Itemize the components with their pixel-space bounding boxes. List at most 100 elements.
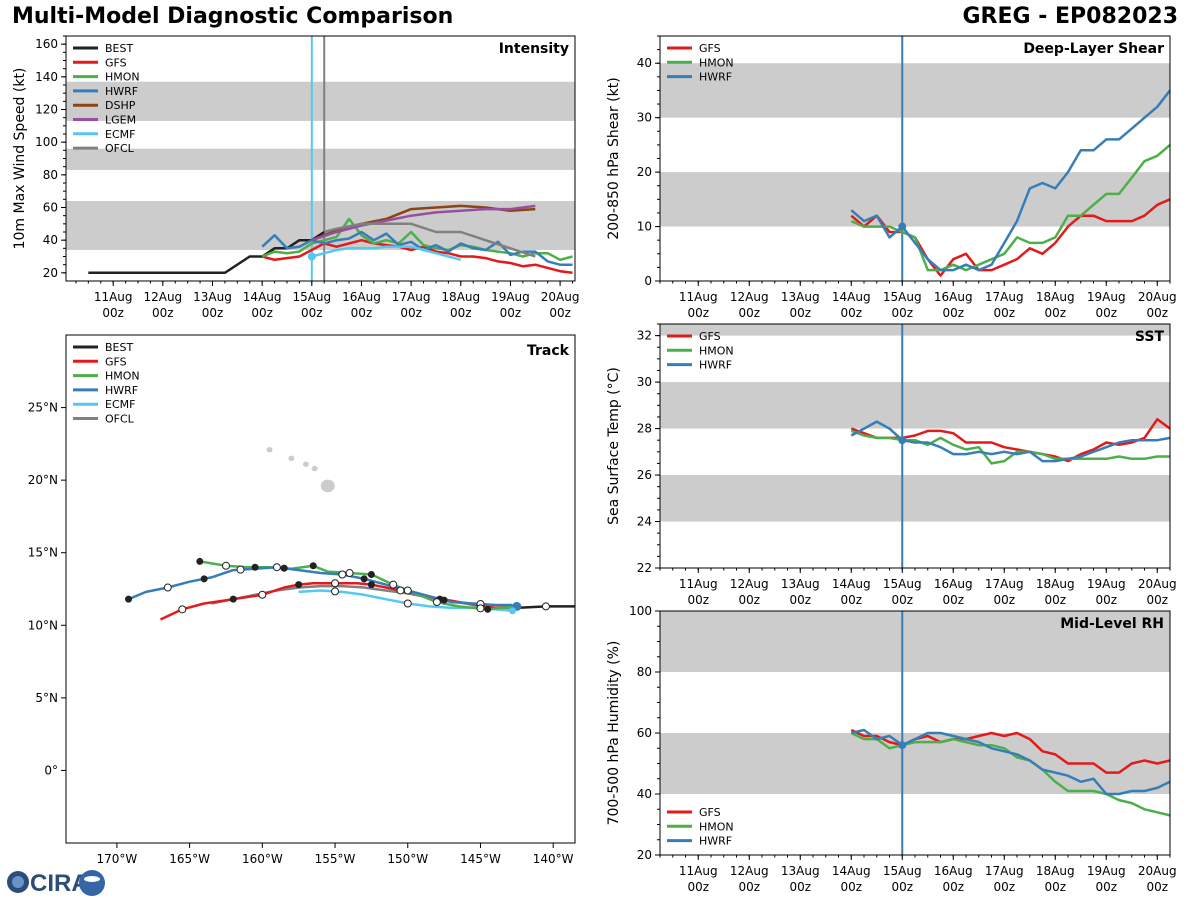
- x-tick-hour: 00z: [993, 880, 1015, 894]
- chart-sst: 22 24 26 28 30 32 11Aug 00z 12Aug 00z 13Aug 00z 14Au…: [606, 323, 1177, 607]
- x-tick-hour: 00z: [549, 306, 571, 320]
- x-tick-hour: 00z: [789, 880, 811, 894]
- track-point-filled: [251, 563, 259, 571]
- legend-label-hwrf: HWRF: [105, 384, 138, 397]
- track-point-open: [338, 570, 347, 579]
- y-tick-label: 28: [637, 422, 652, 436]
- y-tick-label: 26: [637, 468, 652, 482]
- x-tick-hour: 00z: [251, 306, 273, 320]
- logo-text: CIRA: [30, 870, 89, 897]
- y-tick-label: 60: [43, 201, 58, 215]
- series-line-ofcl: [323, 222, 536, 258]
- chart-title: Intensity: [499, 41, 569, 57]
- x-tick-day: 13Aug: [193, 290, 232, 304]
- track-point-open: [432, 598, 441, 607]
- track-point-open: [163, 583, 172, 592]
- track-point-filled: [196, 557, 204, 565]
- x-tick-hour: 00z: [1095, 306, 1117, 320]
- y-tick-label: 20: [43, 266, 58, 280]
- track-point-open: [476, 604, 485, 613]
- lon-tick-label: 160°W: [242, 852, 283, 866]
- threshold-band: [66, 81, 575, 121]
- y-tick-label: 0: [644, 274, 652, 288]
- x-tick-day: 16Aug: [934, 864, 973, 878]
- track-point-filled: [295, 581, 303, 589]
- legend-label-ecmf: ECMF: [105, 128, 135, 141]
- x-tick-hour: 00z: [738, 306, 760, 320]
- track-point-filled: [125, 595, 133, 603]
- chart-title: SST: [1135, 329, 1165, 345]
- track-point-open: [541, 602, 550, 611]
- track-point-open: [236, 565, 245, 574]
- lon-tick-label: 140°W: [533, 852, 574, 866]
- storm-title: GREG - EP082023: [962, 4, 1178, 29]
- x-tick-day: 15Aug: [883, 290, 922, 304]
- legend-label-gfs: GFS: [699, 42, 721, 55]
- x-tick-day: 20Aug: [1138, 864, 1177, 878]
- track-point-filled: [309, 562, 317, 570]
- y-tick-label: 40: [637, 56, 652, 70]
- track-point-filled: [360, 575, 368, 583]
- x-tick-hour: 00z: [687, 593, 709, 607]
- series-line-hmon: [261, 217, 573, 262]
- x-tick-day: 12Aug: [143, 290, 182, 304]
- y-tick-label: 30: [637, 375, 652, 389]
- x-tick-day: 15Aug: [883, 864, 922, 878]
- x-tick-day: 13Aug: [781, 864, 820, 878]
- y-tick-label: 20: [637, 165, 652, 179]
- y-tick-label: 120: [35, 103, 58, 117]
- lat-tick-label: 5°N: [35, 691, 58, 705]
- legend-label-hmon: HMON: [105, 71, 140, 84]
- y-tick-label: 40: [637, 787, 652, 801]
- x-tick-day: 15Aug: [883, 577, 922, 591]
- lat-tick-label: 20°N: [28, 473, 58, 487]
- x-tick-hour: 00z: [301, 306, 323, 320]
- chart-title: Deep-Layer Shear: [1023, 41, 1164, 57]
- x-tick-day: 19Aug: [491, 290, 530, 304]
- x-tick-day: 19Aug: [1087, 290, 1126, 304]
- lon-tick-label: 150°W: [387, 852, 428, 866]
- x-tick-hour: 00z: [450, 306, 472, 320]
- x-tick-day: 19Aug: [1087, 577, 1126, 591]
- x-tick-day: 17Aug: [985, 864, 1024, 878]
- current-time-marker: [898, 222, 907, 231]
- x-tick-day: 20Aug: [541, 290, 580, 304]
- x-tick-day: 12Aug: [730, 577, 769, 591]
- lon-tick-label: 170°W: [97, 852, 138, 866]
- x-tick-day: 14Aug: [832, 290, 871, 304]
- x-tick-day: 18Aug: [1036, 577, 1075, 591]
- x-tick-day: 14Aug: [243, 290, 282, 304]
- x-tick-hour: 00z: [993, 593, 1015, 607]
- y-axis-label: 700-500 hPa Humidity (%): [606, 641, 622, 826]
- x-tick-hour: 00z: [738, 880, 760, 894]
- current-time-marker: [307, 252, 316, 261]
- track-point-open: [178, 605, 187, 614]
- track-point-open: [331, 587, 340, 596]
- x-tick-hour: 00z: [687, 880, 709, 894]
- island-kauai: [266, 446, 273, 453]
- x-tick-hour: 00z: [891, 306, 913, 320]
- x-tick-day: 16Aug: [934, 290, 973, 304]
- threshold-band: [660, 475, 1170, 522]
- x-tick-hour: 00z: [1146, 306, 1168, 320]
- x-tick-hour: 00z: [840, 880, 862, 894]
- chart-rh: 20 40 60 80 100 11Aug 00z 12Aug 00z 13Aug 00z 14Aug…: [606, 604, 1177, 894]
- x-tick-day: 18Aug: [1036, 864, 1075, 878]
- page-title: Multi-Model Diagnostic Comparison: [12, 4, 454, 29]
- legend-label-ecmf: ECMF: [105, 398, 135, 411]
- track-point-filled: [484, 605, 492, 613]
- threshold-band: [66, 148, 575, 170]
- x-tick-day: 12Aug: [730, 864, 769, 878]
- island-maui: [311, 465, 318, 472]
- track-point-filled: [440, 596, 448, 604]
- legend-label-lgem: LGEM: [105, 114, 136, 127]
- y-axis-label: 200-850 hPa Shear (kt): [606, 77, 622, 239]
- x-tick-day: 17Aug: [985, 577, 1024, 591]
- legend-label-gfs: GFS: [699, 330, 721, 343]
- globe-highlight: [12, 876, 24, 888]
- x-tick-day: 14Aug: [832, 864, 871, 878]
- track-point-open: [221, 561, 230, 570]
- legend-label-best: BEST: [105, 341, 133, 354]
- track-point-filled: [280, 564, 288, 572]
- track-point-filled: [367, 570, 375, 578]
